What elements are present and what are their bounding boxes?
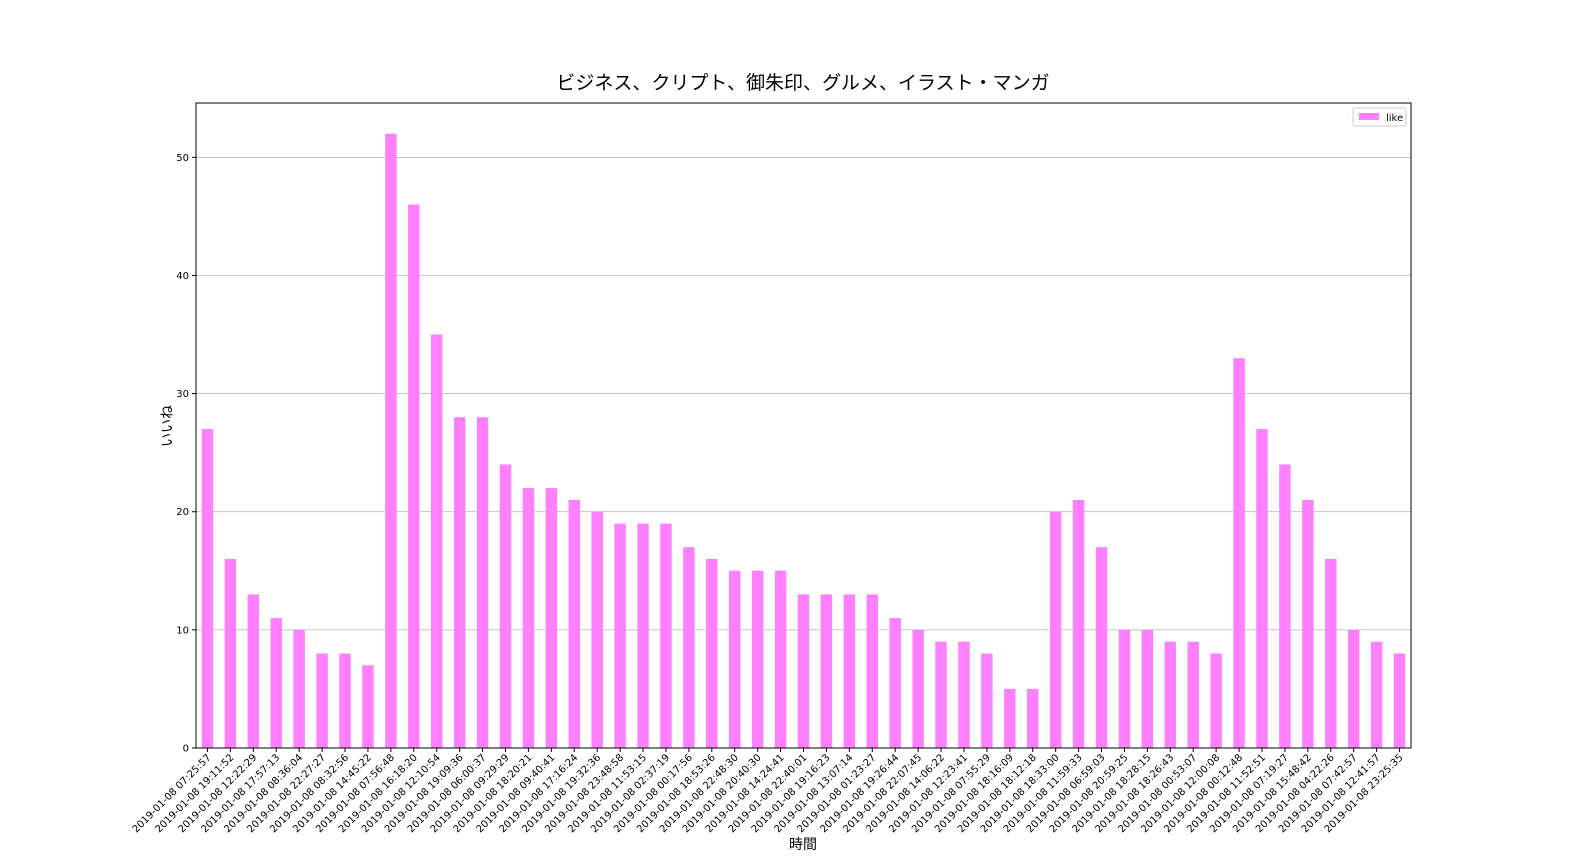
bar — [1141, 629, 1154, 748]
bar — [1164, 641, 1177, 748]
bar — [614, 523, 626, 748]
bar — [224, 558, 237, 748]
bar — [591, 511, 603, 748]
bar — [247, 594, 260, 748]
bar — [499, 464, 512, 748]
bar — [1325, 558, 1337, 748]
bar — [1072, 499, 1085, 748]
y-tick-label: 0 — [183, 744, 189, 755]
x-axis-label: 時間 — [789, 837, 817, 853]
legend-box — [1352, 107, 1407, 127]
bar — [316, 653, 328, 748]
bar — [408, 204, 420, 749]
y-tick-label: 50 — [176, 153, 189, 164]
bar — [362, 665, 374, 748]
bar — [1210, 653, 1222, 748]
bar — [843, 594, 856, 748]
bar — [751, 570, 764, 748]
bar — [293, 629, 305, 748]
bar — [866, 594, 879, 748]
bar — [1187, 641, 1199, 748]
bar — [774, 570, 787, 748]
bar — [728, 570, 741, 748]
bar — [706, 558, 718, 748]
bar — [958, 641, 970, 748]
bar — [1302, 499, 1314, 748]
bar — [1118, 629, 1131, 748]
bar — [430, 334, 443, 748]
bar — [270, 618, 282, 748]
bar — [545, 488, 558, 748]
bar — [637, 523, 649, 748]
bar — [889, 618, 901, 748]
bar — [339, 653, 351, 748]
bar — [522, 488, 535, 748]
bar — [453, 417, 466, 748]
plot-frame — [195, 102, 1412, 749]
bar — [1279, 464, 1291, 748]
bar — [1095, 547, 1108, 748]
y-tick-label: 40 — [176, 271, 189, 282]
bar — [683, 547, 695, 748]
bar — [981, 653, 993, 748]
bar — [820, 594, 833, 748]
legend-swatch — [1359, 113, 1379, 120]
bar — [797, 594, 810, 748]
chart-title: ビジネス、クリプト、御朱印、グルメ、イラスト・マンガ — [556, 72, 1049, 94]
bar — [1370, 641, 1383, 748]
bar — [935, 641, 947, 748]
bar — [1347, 629, 1360, 748]
bar — [1049, 511, 1062, 748]
bar — [476, 417, 489, 748]
y-axis-label: いいね — [160, 405, 176, 447]
bar — [912, 629, 924, 748]
bar — [1393, 653, 1406, 748]
bar — [1256, 429, 1268, 748]
bar — [385, 133, 397, 748]
legend-label: like — [1386, 113, 1403, 124]
bar — [201, 429, 214, 748]
y-tick-label: 10 — [176, 625, 189, 636]
bar — [660, 523, 672, 748]
bar — [1004, 688, 1016, 748]
bar — [1233, 358, 1245, 748]
y-tick-label: 20 — [176, 507, 189, 518]
bar — [1027, 688, 1039, 748]
bar — [568, 499, 580, 748]
y-tick-label: 30 — [176, 389, 189, 400]
